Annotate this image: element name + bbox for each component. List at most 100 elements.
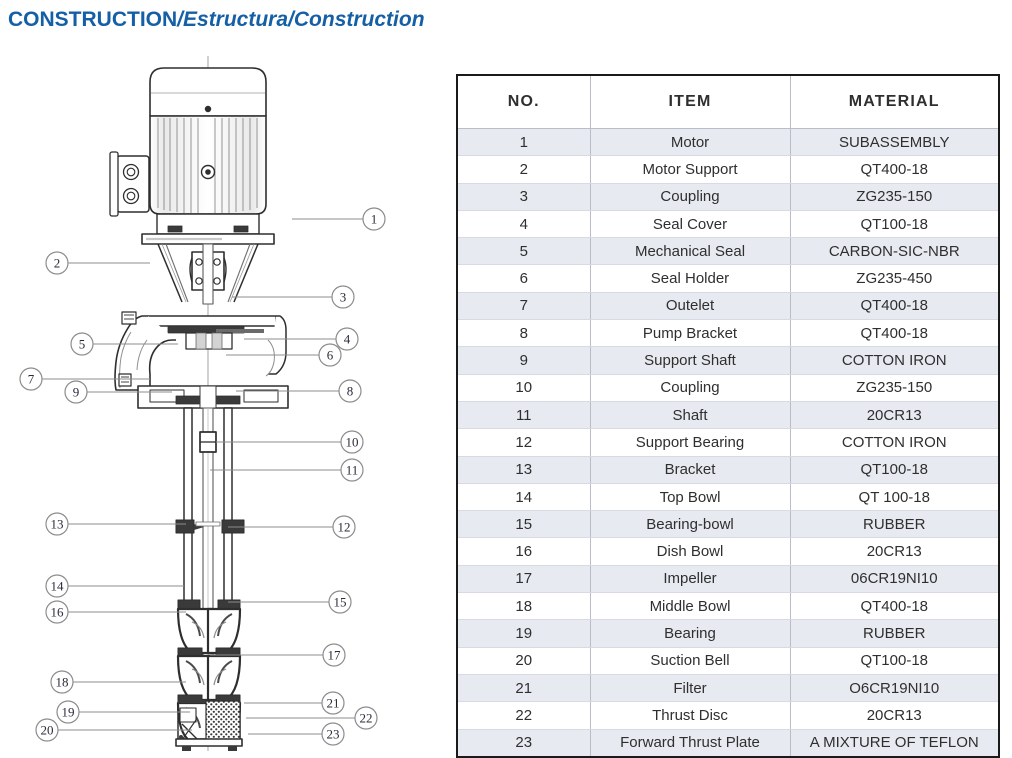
part-number-cell: 10 <box>457 374 591 402</box>
callout-13: 13 <box>45 512 186 536</box>
callout-number: 23 <box>327 727 340 742</box>
table-row: 17 Impeller 06CR19NI10 <box>457 565 999 594</box>
table-row: 23 Forward Thrust Plate A MIXTURE OF TEFLO… <box>457 729 999 757</box>
callout-19: 19 <box>56 700 190 724</box>
callout-2: 2 <box>45 251 150 275</box>
part-material-cell: ZG235-450 <box>790 264 999 293</box>
callout-bubble <box>64 380 88 404</box>
part-number-cell: 2 <box>457 155 591 184</box>
table-row: 19 Bearing RUBBER <box>457 619 999 648</box>
part-material-cell: COTTON IRON <box>790 346 999 375</box>
part-item-cell: Motor <box>590 128 791 157</box>
pump-assembly-diagram: 1 2 3 4 5 6 7 8 9 10 11 12 13 14 15 16 17 18 19 20 21 22 23 <box>0 48 450 755</box>
part-item-cell: Forward Thrust Plate <box>590 729 791 757</box>
callout-number: 9 <box>73 385 80 400</box>
table-row: 11 Shaft 20CR13 <box>457 401 999 430</box>
part-number-cell: 17 <box>457 565 591 594</box>
part-material-cell: QT400-18 <box>790 592 999 621</box>
part-item-cell: Motor Support <box>590 155 791 184</box>
callout-number: 12 <box>338 520 351 535</box>
table-row: 12 Support Bearing COTTON IRON <box>457 428 999 457</box>
callout-bubble <box>70 332 94 356</box>
callout-20: 20 <box>35 718 192 742</box>
outlet-casing-right <box>268 315 287 375</box>
part-material-cell: QT400-18 <box>790 155 999 184</box>
part-number-cell: 14 <box>457 483 591 512</box>
top-bowl-flange-left <box>177 599 201 610</box>
part-number-cell: 22 <box>457 701 591 730</box>
part-item-cell: Bearing-bowl <box>590 510 791 539</box>
part-item-cell: Shaft <box>590 401 791 430</box>
callout-16: 16 <box>45 600 186 624</box>
callout-bubble <box>340 430 364 454</box>
part-material-cell: QT400-18 <box>790 319 999 348</box>
lantern-leg-right-outer <box>233 243 259 303</box>
callout-bubble <box>332 515 356 539</box>
callout-number: 19 <box>62 705 75 720</box>
callout-bubble <box>50 670 74 694</box>
page-title-en: CONSTRUCTION <box>8 8 178 31</box>
part-material-cell: O6CR19NI10 <box>790 674 999 703</box>
callout-number: 16 <box>51 605 65 620</box>
part-material-cell: 20CR13 <box>790 537 999 566</box>
part-material-cell: QT100-18 <box>790 456 999 484</box>
callout-number: 14 <box>51 579 65 594</box>
callout-bubble <box>362 207 386 231</box>
part-item-cell: Dish Bowl <box>590 537 791 566</box>
part-item-cell: Filter <box>590 674 791 703</box>
callout-number: 6 <box>327 348 334 363</box>
table-row: 22 Thrust Disc 20CR13 <box>457 701 999 730</box>
callout-21: 21 <box>244 691 345 715</box>
callout-bubble <box>335 327 359 351</box>
part-material-cell: 20CR13 <box>790 701 999 730</box>
filter-mesh-screen <box>205 700 241 742</box>
part-number-cell: 16 <box>457 537 591 566</box>
callout-number: 4 <box>344 332 351 347</box>
callout-number: 3 <box>340 290 347 305</box>
part-number-cell: 20 <box>457 647 591 675</box>
thrust-disc-link <box>181 723 199 741</box>
thrust-disc-pocket <box>179 707 197 723</box>
callout-number: 10 <box>346 435 359 450</box>
callout-bubble <box>322 643 346 667</box>
part-number-cell: 21 <box>457 674 591 703</box>
part-item-cell: Pump Bracket <box>590 319 791 348</box>
part-item-cell: Bearing <box>590 619 791 648</box>
upper-shaft <box>202 243 214 305</box>
part-number-cell: 18 <box>457 592 591 621</box>
callout-bubble <box>331 285 355 309</box>
pump-stage-1 <box>176 607 242 657</box>
table-row: 20 Suction Bell QT100-18 <box>457 647 999 675</box>
part-material-cell: A MIXTURE OF TEFLON <box>790 729 999 757</box>
part-material-cell: QT400-18 <box>790 292 999 321</box>
part-item-cell: Seal Holder <box>590 264 791 293</box>
callout-bubble <box>321 722 345 746</box>
callout-bubble <box>318 343 342 367</box>
callout-bubble <box>340 458 364 482</box>
table-row: 7 Outelet QT400-18 <box>457 292 999 321</box>
part-number-cell: 13 <box>457 456 591 484</box>
motor-lifting-eye <box>204 105 212 113</box>
table-row: 6 Seal Holder ZG235-450 <box>457 264 999 293</box>
callout-bubble <box>354 706 378 730</box>
part-material-cell: SUBASSEMBLY <box>790 128 999 157</box>
callout-number: 20 <box>41 723 54 738</box>
part-material-cell: RUBBER <box>790 510 999 539</box>
seal-holder <box>185 332 233 350</box>
part-material-cell: ZG235-150 <box>790 374 999 402</box>
part-item-cell: Impeller <box>590 565 791 594</box>
page-title-translations: /Estructura/Construction <box>177 8 425 31</box>
part-number-cell: 12 <box>457 428 591 457</box>
table-row: 15 Bearing-bowl RUBBER <box>457 510 999 539</box>
callout-11: 11 <box>210 458 364 482</box>
part-item-cell: Top Bowl <box>590 483 791 512</box>
callout-bubble <box>19 367 43 391</box>
callout-bubble <box>45 600 69 624</box>
callout-number: 21 <box>327 696 340 711</box>
callout-23: 23 <box>248 722 345 746</box>
part-number-cell: 19 <box>457 619 591 648</box>
part-item-cell: Outelet <box>590 292 791 321</box>
motor-top-cap <box>149 67 267 117</box>
callout-number: 2 <box>54 256 61 271</box>
